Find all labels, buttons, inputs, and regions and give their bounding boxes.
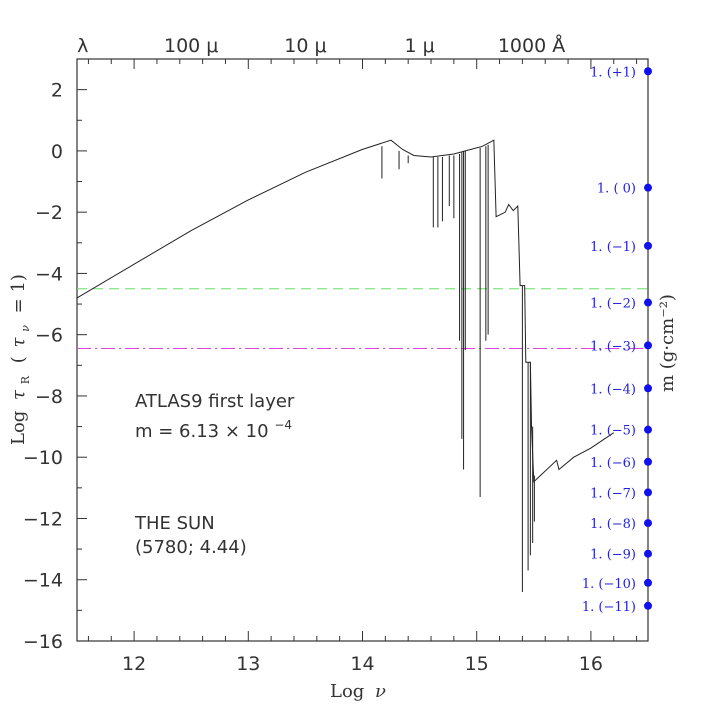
m-scale-label: 1. ( 0) (597, 182, 636, 197)
top-axis-label: 100 μ (164, 35, 218, 57)
top-axis-label: 1 μ (404, 35, 434, 57)
m-scale-dot (644, 549, 652, 558)
annotation-atlas-line2: m = 6.13 × 10 −4 (135, 418, 292, 442)
m-scale-dot (644, 519, 652, 528)
x-axis-title-base: Log (330, 681, 364, 702)
y-tick-label: 0 (51, 141, 63, 163)
m-scale-label: 1. (−9) (590, 548, 636, 563)
m-scale-label: 1. (−5) (590, 424, 636, 439)
x-tick-label: 13 (236, 653, 260, 675)
m-scale-label: 1. (−10) (582, 577, 636, 592)
m-scale-dot (644, 298, 652, 307)
m-scale-label: 1. (−11) (582, 600, 636, 615)
right-axis-title: m (g·cm⁻²) (657, 294, 678, 392)
x-axis-title-symbol: ν (375, 681, 386, 702)
y-axis-title-tau2: τ (8, 336, 29, 347)
annotation-atlas-exponent: −4 (274, 418, 292, 432)
m-scale-label: 1. (−6) (590, 456, 636, 471)
m-scale-label: 1. (−8) (590, 517, 636, 532)
y-tick-label: −8 (35, 386, 63, 408)
y-tick-label: −14 (23, 570, 63, 592)
y-axis-title-base: Log (8, 411, 29, 445)
m-scale-dot (644, 67, 652, 76)
y-axis-title-tau: τ (8, 389, 29, 400)
m-scale-label: 1. (−1) (590, 240, 636, 255)
x-tick-label: 14 (350, 653, 374, 675)
x-tick-label: 12 (122, 653, 146, 675)
y-ticks: 2 0 −2 −4 −6 −8 −10 −12 −14 −16 (23, 58, 87, 653)
top-axis-label: 10 μ (284, 35, 326, 57)
y-tick-label: −12 (23, 508, 63, 530)
y-axis-title-sub: R (19, 375, 32, 384)
m-scale-dot (644, 241, 652, 250)
annotation-sun-line1: THE SUN (134, 513, 215, 534)
x-ticks: 12 13 14 15 16 (87, 59, 638, 675)
m-scale-dot (644, 384, 652, 393)
x-axis-title: Log ν (330, 681, 386, 702)
m-scale-dot (644, 488, 652, 497)
annotation-sun-line2: (5780; 4.44) (135, 537, 247, 558)
top-axis-label: 1000 Å (498, 34, 565, 57)
m-scale-dot (644, 341, 652, 350)
series-group (76, 139, 615, 592)
reference-lines (77, 288, 648, 349)
m-scale-label: 1. (−4) (590, 382, 636, 397)
y-tick-label: −6 (35, 325, 63, 347)
x-tick-label: 15 (465, 653, 489, 675)
m-scale: 1. (+1) 1. ( 0) 1. (−1) 1. (−2) 1. (−3) 1. (−… (582, 65, 652, 615)
m-scale-dot (644, 457, 652, 466)
m-scale-label: 1. (−3) (590, 339, 636, 354)
m-scale-dot (644, 425, 652, 434)
y-axis-title: Log τ R ( τ ν = 1) (8, 274, 34, 445)
annotation-atlas-value: m = 6.13 × 10 (135, 421, 269, 442)
m-scale-label: 1. (−2) (590, 297, 636, 312)
y-axis-title-rest: = 1) (8, 274, 29, 313)
y-axis-title-sub2: ν (19, 325, 32, 332)
y-axis-title-paren: ( (8, 356, 29, 363)
m-scale-dot (644, 578, 652, 587)
y-tick-label: −10 (23, 447, 63, 469)
m-scale-label: 1. (−7) (590, 486, 636, 501)
m-scale-dot (644, 601, 652, 610)
y-tick-label: 2 (51, 80, 63, 102)
top-axis-labels: λ 100 μ 10 μ 1 μ 1000 Å (77, 34, 565, 57)
series-line (76, 139, 615, 483)
m-scale-dot (644, 183, 652, 192)
m-scale-label: 1. (+1) (590, 65, 636, 80)
y-tick-label: −2 (35, 202, 63, 224)
y-tick-label: −4 (35, 263, 63, 285)
x-tick-label: 16 (579, 653, 603, 675)
y-tick-label: −16 (23, 631, 63, 653)
top-axis-label: λ (77, 35, 88, 57)
annotation-atlas-line1: ATLAS9 first layer (135, 391, 295, 412)
